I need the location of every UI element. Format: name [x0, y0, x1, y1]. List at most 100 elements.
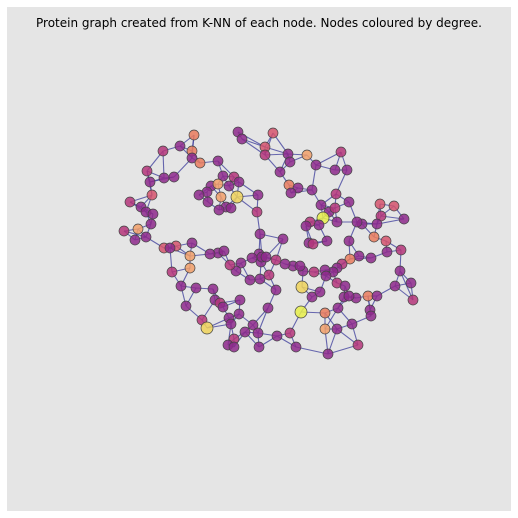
graph-node: [353, 250, 365, 262]
graph-node: [233, 176, 245, 188]
graph-node: [285, 187, 297, 199]
graph-node: [215, 191, 227, 203]
graph-node: [184, 262, 196, 274]
graph-node: [313, 219, 325, 231]
graph-node: [118, 225, 130, 237]
graph-node: [389, 280, 401, 292]
graph-node: [343, 235, 355, 247]
graph-node: [262, 302, 274, 314]
graph-node: [274, 166, 286, 178]
graph-node: [284, 156, 296, 168]
graph-node: [252, 189, 264, 201]
graph-node: [329, 164, 341, 176]
graph-node: [168, 171, 180, 183]
graph-node: [224, 259, 236, 271]
graph-node: [252, 327, 264, 339]
graph-node: [166, 266, 178, 278]
graph-node: [267, 127, 279, 139]
graph-node: [239, 326, 251, 338]
graph-node: [230, 190, 244, 204]
graph-node: [146, 189, 158, 201]
graph-node: [251, 206, 263, 218]
graph-node: [319, 323, 331, 335]
graph-node: [212, 178, 224, 190]
graph-node: [346, 318, 358, 330]
graph-node: [321, 235, 333, 247]
graph-node: [193, 189, 205, 201]
graph-node: [284, 327, 296, 339]
graph-node: [319, 307, 331, 319]
graph-node: [188, 129, 200, 141]
graph-node: [271, 330, 283, 342]
graph-node: [259, 149, 271, 161]
graph-node: [329, 202, 341, 214]
graph-node: [405, 277, 417, 289]
graph-node: [290, 341, 302, 353]
graph-node: [339, 280, 351, 292]
graph-node: [294, 260, 306, 272]
graph-node: [332, 302, 344, 314]
graph-node: [225, 318, 237, 330]
graph-node: [306, 184, 318, 196]
graph-node: [212, 155, 224, 167]
graph-node: [395, 244, 407, 256]
graph-node: [344, 253, 356, 265]
graph-node: [260, 251, 272, 263]
graph-node: [247, 319, 259, 331]
graph-node: [202, 196, 214, 208]
graph-node: [124, 196, 136, 208]
graph-node: [147, 208, 159, 220]
graph-node: [306, 291, 318, 303]
graph-node: [144, 176, 156, 188]
graph-node: [253, 341, 265, 353]
graph-node: [218, 245, 230, 257]
graph-node: [236, 133, 248, 145]
graph-node: [374, 198, 386, 210]
graph-node: [246, 252, 258, 264]
graph-node: [331, 323, 343, 335]
graph-node: [140, 231, 152, 243]
graph-node: [194, 157, 206, 169]
graph-node: [368, 231, 380, 243]
graph-node: [380, 235, 392, 247]
graph-node: [371, 218, 383, 230]
graph-node: [164, 242, 176, 254]
graph-node: [381, 246, 393, 258]
graph-node: [200, 321, 214, 335]
graph-node: [174, 140, 186, 152]
graph-node: [362, 290, 374, 302]
graph-node: [263, 269, 275, 281]
graph-node: [158, 172, 170, 184]
graph-node: [254, 228, 266, 240]
graph-node: [207, 283, 219, 295]
node-layer: [118, 126, 419, 360]
graph-node: [310, 159, 322, 171]
graph-node: [365, 252, 377, 264]
graph-node: [301, 149, 313, 161]
graph-node: [351, 216, 363, 228]
graph-node: [270, 284, 282, 296]
graph-node: [320, 270, 332, 282]
graph-node: [235, 257, 247, 269]
graph-node: [277, 233, 289, 245]
graph-node: [308, 266, 320, 278]
graph-node: [204, 248, 216, 260]
graph-node: [365, 310, 377, 322]
graph-node: [180, 300, 192, 312]
graph-node: [254, 273, 266, 285]
graph-node: [322, 348, 334, 360]
graph-node: [244, 274, 256, 286]
graph-node: [184, 250, 196, 262]
graph-node: [407, 294, 419, 306]
graph-node: [175, 280, 187, 292]
graph-node: [314, 286, 326, 298]
figure-title: Protein graph created from K-NN of each …: [36, 16, 482, 30]
graph-node: [145, 218, 157, 230]
graph-node: [234, 294, 246, 306]
graph-node: [186, 152, 198, 164]
graph-node: [228, 341, 240, 353]
graph-node: [186, 237, 198, 249]
graph-node: [388, 200, 400, 212]
